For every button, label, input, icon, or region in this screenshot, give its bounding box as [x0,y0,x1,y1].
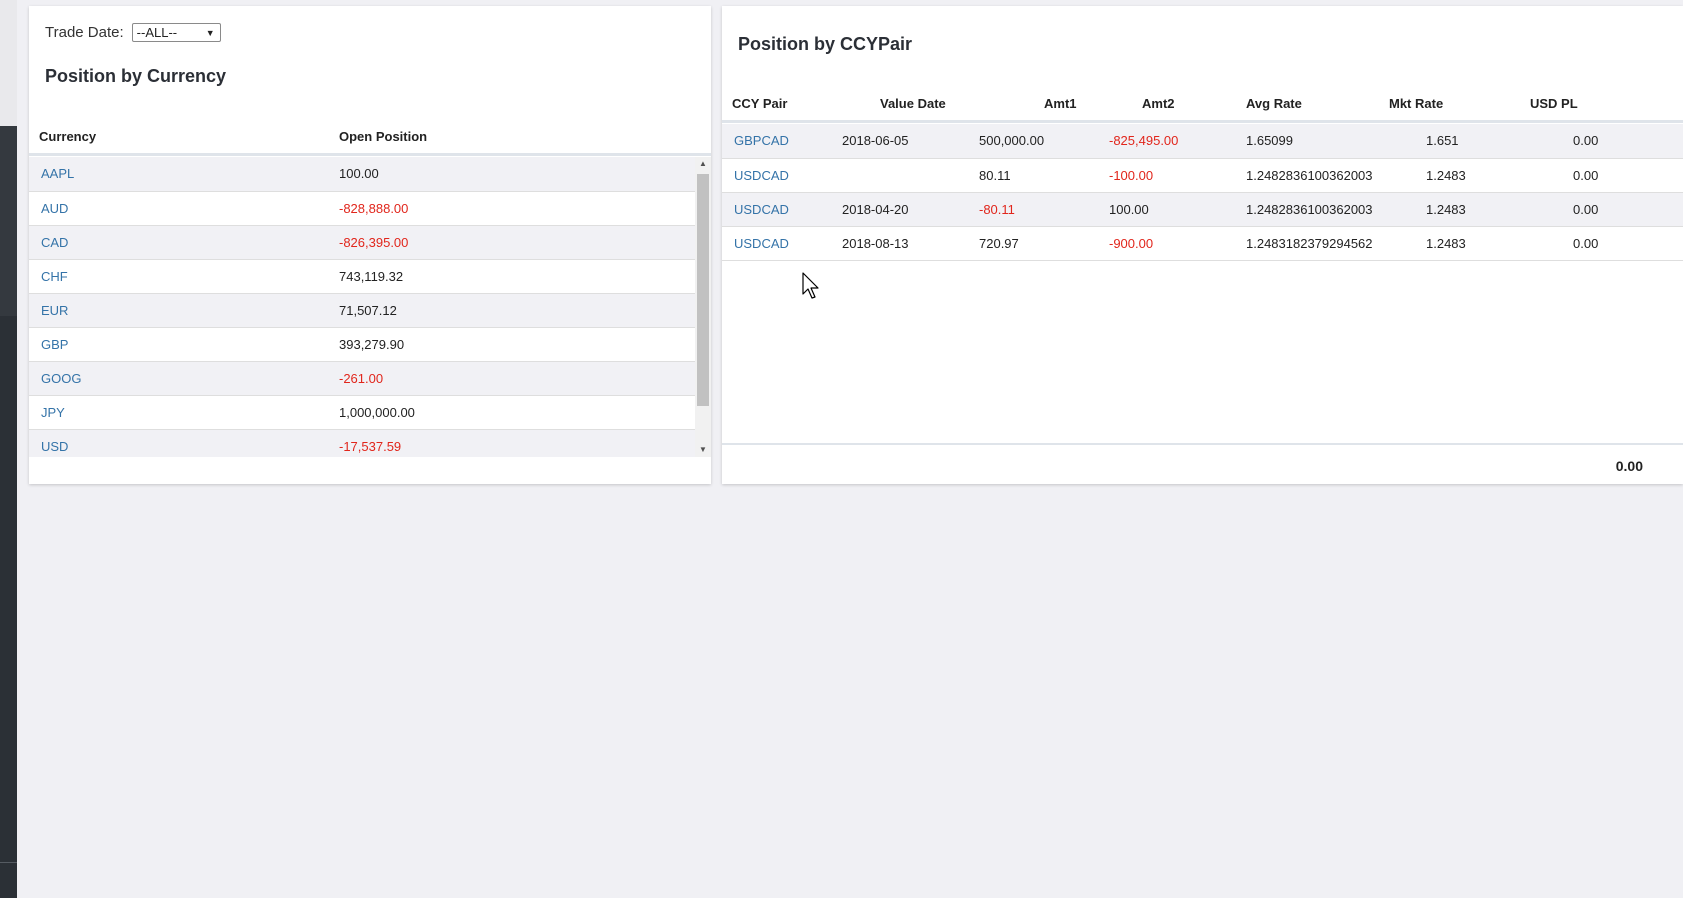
amt2-cell: -825,495.00 [1109,124,1246,159]
value-date-cell: 2018-06-05 [842,124,979,159]
ccy-pair-cell[interactable]: USDCAD [722,226,842,261]
value-date-cell: 2018-04-20 [842,192,979,227]
avg-rate-cell: 1.2482836100362003 [1246,158,1426,193]
mkt-rate-cell: 1.2483 [1426,158,1518,193]
table-row[interactable]: AAPL 100.00 [29,157,695,192]
table-row[interactable]: USD -17,537.59 [29,429,695,457]
usd-pl-cell: 0.00 [1518,192,1683,227]
trade-date-filter: Trade Date: --ALL-- ▼ [45,23,221,42]
open-position-cell: 71,507.12 [339,293,695,328]
table-row[interactable]: GBP 393,279.90 [29,327,695,362]
open-position-cell: -17,537.59 [339,429,695,457]
trade-date-label: Trade Date: [45,24,124,41]
mkt-rate-cell: 1.2483 [1426,226,1518,261]
usd-pl-cell: 0.00 [1518,158,1683,193]
ccypair-footer-divider [722,443,1683,445]
ccypair-table-header: CCY Pair Value Date Amt1 Amt2 Avg Rate M… [722,87,1683,123]
currency-cell[interactable]: JPY [29,395,339,430]
ccy-pair-cell[interactable]: USDCAD [722,158,842,193]
amt1-cell: 80.11 [979,158,1109,193]
trade-date-selected: --ALL-- [136,25,178,40]
value-date-cell [842,158,979,193]
currency-panel: Trade Date: --ALL-- ▼ Position by Curren… [29,6,711,484]
table-row[interactable]: USDCAD 2018-08-13 720.97 -900.00 1.248318237… [722,226,1683,261]
open-position-cell: -826,395.00 [339,225,695,260]
table-row[interactable]: JPY 1,000,000.00 [29,395,695,430]
col-currency[interactable]: Currency [29,120,339,156]
table-row[interactable]: GOOG -261.00 [29,361,695,396]
open-position-cell: 743,119.32 [339,259,695,294]
dropdown-arrow-icon: ▼ [205,27,215,38]
open-position-cell: -261.00 [339,361,695,396]
left-rail [0,0,17,898]
open-position-cell: 393,279.90 [339,327,695,362]
col-amt2[interactable]: Amt2 [1112,87,1212,123]
mkt-rate-cell: 1.651 [1426,124,1518,159]
mouse-pointer-icon [802,272,821,303]
col-mkt-rate[interactable]: Mkt Rate [1365,87,1518,123]
ccypair-panel: Position by CCYPair CCY Pair Value Date … [722,6,1683,484]
currency-cell[interactable]: CAD [29,225,339,260]
ccypair-total-usd-pl: 0.00 [1615,458,1643,474]
col-ccy-pair[interactable]: CCY Pair [722,87,867,123]
open-position-cell: 1,000,000.00 [339,395,695,430]
ccypair-panel-title: Position by CCYPair [738,34,913,54]
currency-table-header: Currency Open Position [29,120,711,156]
trade-date-select[interactable]: --ALL-- ▼ [131,23,221,42]
ccypair-table-body: GBPCAD 2018-06-05 500,000.00 -825,495.00 1.6… [722,124,1683,261]
table-row[interactable]: USDCAD 80.11 -100.00 1.2482836100362003 1.24… [722,158,1683,193]
open-position-cell: -828,888.00 [339,191,695,226]
currency-scrollbar[interactable]: ▲ ▼ [695,157,711,457]
usd-pl-cell: 0.00 [1518,226,1683,261]
currency-table-body: AAPL 100.00 AUD -828,888.00 CAD -826,395.00 CH… [29,157,711,457]
currency-cell[interactable]: GBP [29,327,339,362]
amt1-cell: 720.97 [979,226,1109,261]
avg-rate-cell: 1.2483182379294562 [1246,226,1426,261]
amt2-cell: -900.00 [1109,226,1246,261]
col-avg-rate[interactable]: Avg Rate [1212,87,1365,123]
value-date-cell: 2018-08-13 [842,226,979,261]
mkt-rate-cell: 1.2483 [1426,192,1518,227]
currency-cell[interactable]: USD [29,429,339,457]
ccy-pair-cell[interactable]: USDCAD [722,192,842,227]
currency-cell[interactable]: AUD [29,191,339,226]
usd-pl-cell: 0.00 [1518,124,1683,159]
table-row[interactable]: AUD -828,888.00 [29,191,695,226]
currency-cell[interactable]: AAPL [29,157,339,192]
scroll-up-icon[interactable]: ▲ [699,159,707,168]
currency-panel-title: Position by Currency [45,66,227,86]
scrollbar-thumb[interactable] [697,174,709,406]
ccy-pair-cell[interactable]: GBPCAD [722,124,842,159]
col-usd-pl[interactable]: USD PL [1518,87,1683,123]
table-row[interactable]: USDCAD 2018-04-20 -80.11 100.00 1.2482836100… [722,192,1683,227]
amt2-cell: -100.00 [1109,158,1246,193]
currency-cell[interactable]: CHF [29,259,339,294]
col-open-position[interactable]: Open Position [339,120,711,156]
currency-cell[interactable]: EUR [29,293,339,328]
amt2-cell: 100.00 [1109,192,1246,227]
amt1-cell: 500,000.00 [979,124,1109,159]
table-row[interactable]: CAD -826,395.00 [29,225,695,260]
scroll-down-icon[interactable]: ▼ [699,445,707,454]
table-row[interactable]: EUR 71,507.12 [29,293,695,328]
currency-cell[interactable]: GOOG [29,361,339,396]
amt1-cell: -80.11 [979,192,1109,227]
col-amt1[interactable]: Amt1 [1012,87,1112,123]
avg-rate-cell: 1.65099 [1246,124,1426,159]
table-row[interactable]: CHF 743,119.32 [29,259,695,294]
col-value-date[interactable]: Value Date [867,87,1012,123]
table-row[interactable]: GBPCAD 2018-06-05 500,000.00 -825,495.00 1.6… [722,124,1683,159]
avg-rate-cell: 1.2482836100362003 [1246,192,1426,227]
open-position-cell: 100.00 [339,157,695,192]
